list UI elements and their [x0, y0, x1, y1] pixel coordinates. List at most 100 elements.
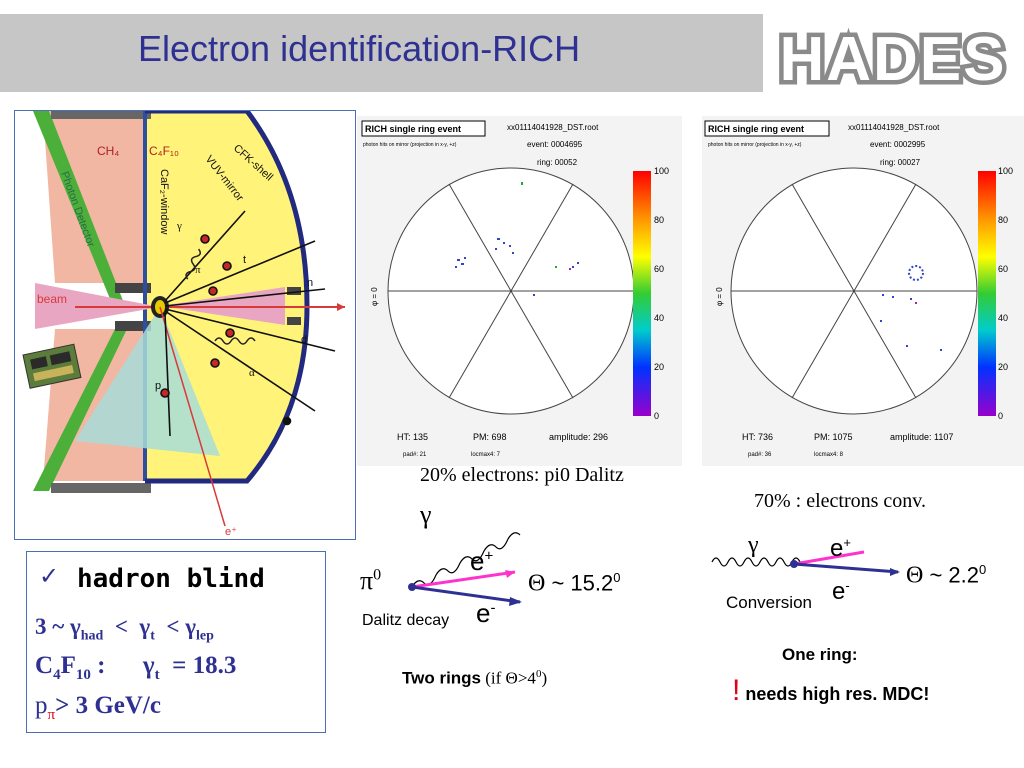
- frame-top: [51, 111, 151, 119]
- logo-text: HADES: [779, 25, 1006, 92]
- conversion-eminus-track: [793, 562, 899, 574]
- svg-text:80: 80: [998, 215, 1008, 225]
- logo-text-outline: HADES: [779, 25, 1006, 92]
- slide-title: Electron identification-RICH: [138, 28, 581, 69]
- caption-dalitz: 20% electrons: pi0 Dalitz: [420, 464, 624, 486]
- exclamation-icon: !: [732, 674, 741, 707]
- svg-text:π: π: [195, 264, 201, 276]
- rich-plot-left: RICH single ring event xx01114041928_DST…: [361, 120, 669, 458]
- svg-text:pad#: 21: pad#: 21: [403, 452, 427, 458]
- svg-text:locmax4: 8: locmax4: 8: [814, 452, 844, 458]
- hadron-blind-box: ✓ hadron blind 3 ~ γhad < γt < γlep C4F1…: [26, 551, 326, 733]
- svg-text:xx01114041928_DST.root: xx01114041928_DST.root: [507, 123, 599, 132]
- dalitz-eminus-track: [411, 585, 521, 604]
- frame-mid-bottom: [115, 321, 151, 331]
- dalitz-diagram: [408, 532, 522, 606]
- caption-conversion: 70% : electrons conv.: [754, 490, 926, 512]
- svg-text:n: n: [307, 277, 313, 289]
- rich-event-panel-right: RICH single ring event xx01114041928_DST…: [702, 116, 1024, 466]
- svg-text:ring: 00027: ring: 00027: [880, 158, 921, 167]
- hadron-blind-heading: hadron blind: [77, 564, 265, 594]
- conversion-gamma: γ: [748, 532, 759, 558]
- dalitz-label: Dalitz decay: [362, 612, 450, 629]
- conversion-eminus: e-: [832, 578, 850, 605]
- svg-text:HT: 135: HT: 135: [397, 432, 428, 442]
- svg-text:φ = 0: φ = 0: [715, 287, 724, 306]
- svg-text:pad#: 36: pad#: 36: [748, 452, 772, 458]
- conversion-angle: Θ ~ 2.20: [906, 562, 987, 589]
- svg-text:p: p: [155, 380, 161, 392]
- svg-text:event: 0002995: event: 0002995: [870, 140, 926, 149]
- svg-text:ring: 00052: ring: 00052: [537, 158, 578, 167]
- svg-text:100: 100: [998, 166, 1013, 176]
- svg-text:α: α: [249, 367, 255, 379]
- electronics-board-icon: [22, 343, 82, 389]
- svg-text:20: 20: [998, 362, 1008, 372]
- conversion-photon-wave: [711, 557, 801, 567]
- high-res-note: ! needs high res. MDC!: [732, 674, 930, 707]
- svg-text:HT: 736: HT: 736: [742, 432, 773, 442]
- color-scale-right: [978, 171, 996, 416]
- svg-text:t: t: [243, 254, 246, 266]
- svg-text:40: 40: [998, 313, 1008, 323]
- check-icon: ✓: [39, 563, 60, 590]
- pion-momentum-line: pπ> 3 GeV/c: [35, 692, 161, 723]
- svg-text:60: 60: [998, 264, 1008, 274]
- label-ch4: CH₄: [97, 144, 119, 158]
- svg-text:PM: 1075: PM: 1075: [814, 432, 853, 442]
- conversion-eplus-track: [793, 550, 865, 566]
- ring-cluster: [908, 265, 924, 281]
- svg-text:RICH single ring event: RICH single ring event: [365, 124, 461, 134]
- particle-tracks: [160, 210, 336, 437]
- detector-schematic: CH₄ C₄F₁₀ CaF₂-window VUV-mirror CFK-she…: [14, 110, 356, 540]
- svg-text:d: d: [301, 334, 307, 346]
- color-scale-left: [633, 171, 651, 416]
- frame-mid-top: [115, 283, 151, 293]
- conversion-eplus: e+: [830, 535, 851, 562]
- label-caf2: CaF₂-window: [158, 169, 170, 234]
- conversion-vertex: [790, 560, 798, 568]
- rich-event-panel-left: RICH single ring event xx01114041928_DST…: [357, 116, 682, 466]
- one-ring-heading: One ring:: [782, 645, 858, 664]
- dalitz-eminus: e-: [476, 598, 496, 628]
- hades-logo-graphic: HADES HADES: [775, 21, 1009, 99]
- frame-bottom: [51, 483, 151, 493]
- rich-plot-right: RICH single ring event xx01114041928_DST…: [704, 120, 1013, 458]
- conversion-label: Conversion: [726, 593, 812, 612]
- svg-text:20: 20: [654, 362, 664, 372]
- svg-text:xx01114041928_DST.root: xx01114041928_DST.root: [848, 123, 940, 132]
- photon-wave: [185, 248, 201, 280]
- two-rings-note: Two rings (if Θ>40): [402, 668, 548, 688]
- svg-text:amplitude: 296: amplitude: 296: [549, 432, 608, 442]
- hades-logo: HADES HADES: [763, 14, 1024, 99]
- svg-text:photon hits on mirror (project: photon hits on mirror (projection in x-y…: [363, 142, 457, 148]
- svg-text:100: 100: [654, 166, 669, 176]
- vuv-mirror-shell: [145, 111, 310, 484]
- svg-text:locmax4: 7: locmax4: 7: [471, 452, 501, 458]
- detector-drawing: CH₄ C₄F₁₀ CaF₂-window VUV-mirror CFK-she…: [22, 111, 345, 538]
- svg-text:RICH single ring event: RICH single ring event: [708, 124, 804, 134]
- svg-text:photon hits on mirror (project: photon hits on mirror (projection in x-y…: [708, 142, 802, 148]
- conversion-diagram: [711, 550, 900, 576]
- svg-text:amplitude: 1107: amplitude: 1107: [890, 432, 953, 442]
- dalitz-vertex: [408, 583, 416, 591]
- label-beam: beam: [37, 292, 67, 306]
- svg-text:φ = 0: φ = 0: [370, 287, 379, 306]
- svg-text:γ: γ: [176, 220, 182, 232]
- svg-text:event: 0004695: event: 0004695: [527, 140, 583, 149]
- svg-text:80: 80: [654, 215, 664, 225]
- dalitz-gamma: γ: [420, 500, 432, 529]
- photon-detector-lower: [33, 329, 127, 491]
- svg-text:PM: 698: PM: 698: [473, 432, 507, 442]
- dalitz-eplus: e+: [470, 546, 494, 576]
- dalitz-pi0: π0: [360, 566, 382, 595]
- cherenkov-cone: [75, 307, 220, 456]
- dalitz-eplus-track: [411, 570, 516, 589]
- svg-text:0: 0: [654, 411, 659, 421]
- label-c4f10: C₄F₁₀: [149, 144, 179, 158]
- photon-detector-upper: [33, 111, 127, 311]
- svg-text:40: 40: [654, 313, 664, 323]
- gamma-threshold-line: 3 ~ γhad < γt < γlep: [35, 614, 214, 644]
- svg-text:0: 0: [998, 411, 1003, 421]
- c4f10-gamma-line: C4F10 : γt = 18.3: [35, 652, 237, 683]
